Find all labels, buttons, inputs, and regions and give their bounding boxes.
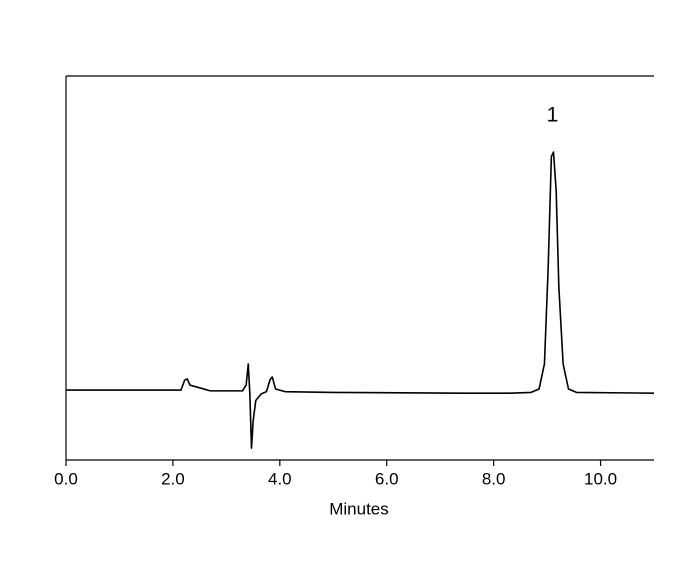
x-tick-label: 0.0 (54, 469, 78, 488)
chromatogram-line (66, 151, 655, 449)
peak-label: 1 (547, 104, 559, 127)
x-tick-label: 2.0 (161, 469, 185, 488)
x-tick-label: 8.0 (482, 469, 506, 488)
x-tick-label: 6.0 (375, 469, 399, 488)
x-tick-label: 10.0 (584, 469, 617, 488)
x-tick-label: 4.0 (268, 469, 292, 488)
x-axis-label: Minutes (329, 499, 389, 518)
